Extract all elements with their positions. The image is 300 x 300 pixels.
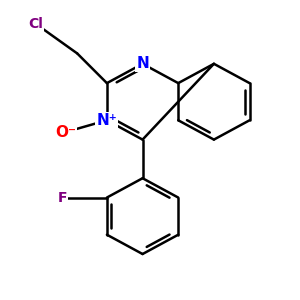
Text: Cl: Cl [28, 17, 43, 31]
Text: N: N [136, 56, 149, 71]
Text: N⁺: N⁺ [97, 113, 117, 128]
Text: O⁻: O⁻ [55, 125, 76, 140]
Text: F: F [58, 190, 67, 205]
